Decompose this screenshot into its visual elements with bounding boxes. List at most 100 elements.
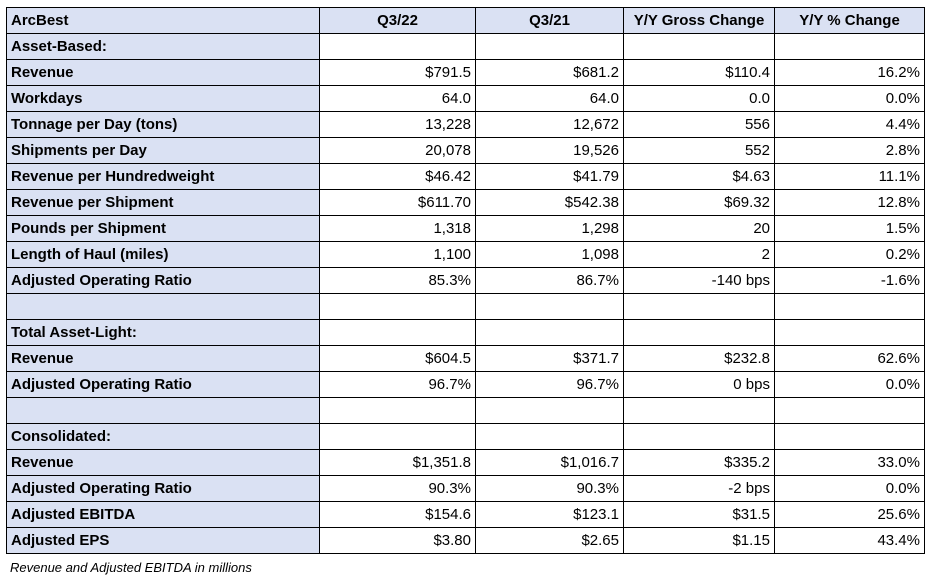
table-row: Total Asset-Light:: [6, 319, 925, 346]
table-row: Revenue $1,351.8 $1,016.7 $335.2 33.0%: [6, 449, 925, 476]
row-label: Asset-Based:: [6, 33, 320, 60]
cell-q3-21: 86.7%: [475, 267, 624, 294]
cell-yy-gross-change: [623, 293, 775, 320]
cell-q3-22: $1,351.8: [319, 449, 476, 476]
table-row: Adjusted Operating Ratio 90.3% 90.3% -2 bps…: [6, 475, 925, 502]
cell-q3-22: 85.3%: [319, 267, 476, 294]
row-label: Adjusted Operating Ratio: [6, 267, 320, 294]
cell-yy-pct-change: 25.6%: [774, 501, 925, 528]
cell-yy-gross-change: 0.0: [623, 85, 775, 112]
cell-q3-21: 64.0: [475, 85, 624, 112]
row-label: Tonnage per Day (tons): [6, 111, 320, 138]
cell-q3-21: $542.38: [475, 189, 624, 216]
cell-yy-pct-change: 0.0%: [774, 85, 925, 112]
table-row: Revenue $604.5 $371.7 $232.8 62.6%: [6, 345, 925, 372]
cell-yy-gross-change: 2: [623, 241, 775, 268]
cell-q3-22: 13,228: [319, 111, 476, 138]
table-row: Adjusted EPS $3.80 $2.65 $1.15 43.4%: [6, 527, 925, 554]
cell-q3-21: [475, 397, 624, 424]
cell-q3-21: $1,016.7: [475, 449, 624, 476]
cell-yy-gross-change: $335.2: [623, 449, 775, 476]
cell-yy-pct-change: 2.8%: [774, 137, 925, 164]
cell-yy-pct-change: -1.6%: [774, 267, 925, 294]
header-q3-21: Q3/21: [475, 7, 624, 34]
row-label: Revenue: [6, 449, 320, 476]
cell-yy-gross-change: -2 bps: [623, 475, 775, 502]
cell-yy-pct-change: 0.2%: [774, 241, 925, 268]
header-yy-gross-change: Y/Y Gross Change: [623, 7, 775, 34]
table-row: Length of Haul (miles) 1,100 1,098 2 0.2%: [6, 241, 925, 268]
cell-yy-pct-change: [774, 423, 925, 450]
cell-q3-22: $791.5: [319, 59, 476, 86]
table-row: Revenue per Shipment $611.70 $542.38 $69.32…: [6, 189, 925, 216]
cell-q3-22: [319, 423, 476, 450]
cell-yy-pct-change: 33.0%: [774, 449, 925, 476]
cell-yy-pct-change: [774, 319, 925, 346]
table-row: Asset-Based:: [6, 33, 925, 60]
cell-yy-gross-change: [623, 397, 775, 424]
footnote: Revenue and Adjusted EBITDA in millions: [10, 560, 252, 575]
table-row: Adjusted EBITDA $154.6 $123.1 $31.5 25.6%: [6, 501, 925, 528]
header-yy-pct-change: Y/Y % Change: [774, 7, 925, 34]
row-label: Adjusted Operating Ratio: [6, 371, 320, 398]
table-row: Adjusted Operating Ratio 96.7% 96.7% 0 bps 0…: [6, 371, 925, 398]
row-label: Adjusted EBITDA: [6, 501, 320, 528]
row-label: Revenue per Hundredweight: [6, 163, 320, 190]
cell-q3-22: 90.3%: [319, 475, 476, 502]
cell-yy-gross-change: $1.15: [623, 527, 775, 554]
table-row: Shipments per Day 20,078 19,526 552 2.8%: [6, 137, 925, 164]
cell-yy-gross-change: [623, 423, 775, 450]
cell-q3-22: 96.7%: [319, 371, 476, 398]
cell-yy-gross-change: $69.32: [623, 189, 775, 216]
cell-q3-21: 1,298: [475, 215, 624, 242]
cell-q3-21: 12,672: [475, 111, 624, 138]
row-label: Adjusted Operating Ratio: [6, 475, 320, 502]
cell-q3-22: 64.0: [319, 85, 476, 112]
cell-yy-pct-change: [774, 33, 925, 60]
cell-q3-21: 90.3%: [475, 475, 624, 502]
cell-q3-22: [319, 397, 476, 424]
cell-yy-gross-change: $31.5: [623, 501, 775, 528]
cell-yy-gross-change: -140 bps: [623, 267, 775, 294]
row-label: [6, 293, 320, 320]
table-body: ArcBest Q3/22 Q3/21 Y/Y Gross Change Y/Y…: [6, 7, 925, 554]
table-row: Pounds per Shipment 1,318 1,298 20 1.5%: [6, 215, 925, 242]
row-label: [6, 397, 320, 424]
cell-q3-22: [319, 293, 476, 320]
cell-yy-pct-change: 1.5%: [774, 215, 925, 242]
table-row: Revenue per Hundredweight $46.42 $41.79 $4.…: [6, 163, 925, 190]
cell-yy-gross-change: 556: [623, 111, 775, 138]
cell-yy-pct-change: 62.6%: [774, 345, 925, 372]
cell-yy-gross-change: [623, 33, 775, 60]
cell-yy-gross-change: [623, 319, 775, 346]
cell-q3-22: 20,078: [319, 137, 476, 164]
cell-yy-gross-change: 0 bps: [623, 371, 775, 398]
row-label: Consolidated:: [6, 423, 320, 450]
table-row: [6, 397, 925, 424]
table-row: Revenue $791.5 $681.2 $110.4 16.2%: [6, 59, 925, 86]
row-label: Revenue per Shipment: [6, 189, 320, 216]
cell-yy-pct-change: 0.0%: [774, 371, 925, 398]
cell-yy-pct-change: [774, 293, 925, 320]
cell-q3-21: $371.7: [475, 345, 624, 372]
cell-q3-22: $611.70: [319, 189, 476, 216]
financial-table: ArcBest Q3/22 Q3/21 Y/Y Gross Change Y/Y…: [6, 7, 925, 554]
cell-q3-21: [475, 293, 624, 320]
cell-q3-22: $154.6: [319, 501, 476, 528]
cell-q3-21: $41.79: [475, 163, 624, 190]
cell-yy-gross-change: $232.8: [623, 345, 775, 372]
cell-q3-21: [475, 33, 624, 60]
cell-yy-pct-change: 43.4%: [774, 527, 925, 554]
cell-yy-pct-change: [774, 397, 925, 424]
cell-q3-21: $2.65: [475, 527, 624, 554]
cell-yy-gross-change: 552: [623, 137, 775, 164]
cell-yy-gross-change: $4.63: [623, 163, 775, 190]
cell-q3-21: 1,098: [475, 241, 624, 268]
row-label: Pounds per Shipment: [6, 215, 320, 242]
table-row: [6, 293, 925, 320]
table-row: Tonnage per Day (tons) 13,228 12,672 556 4.4…: [6, 111, 925, 138]
row-label: Length of Haul (miles): [6, 241, 320, 268]
cell-yy-gross-change: 20: [623, 215, 775, 242]
row-label: Total Asset-Light:: [6, 319, 320, 346]
cell-yy-gross-change: $110.4: [623, 59, 775, 86]
